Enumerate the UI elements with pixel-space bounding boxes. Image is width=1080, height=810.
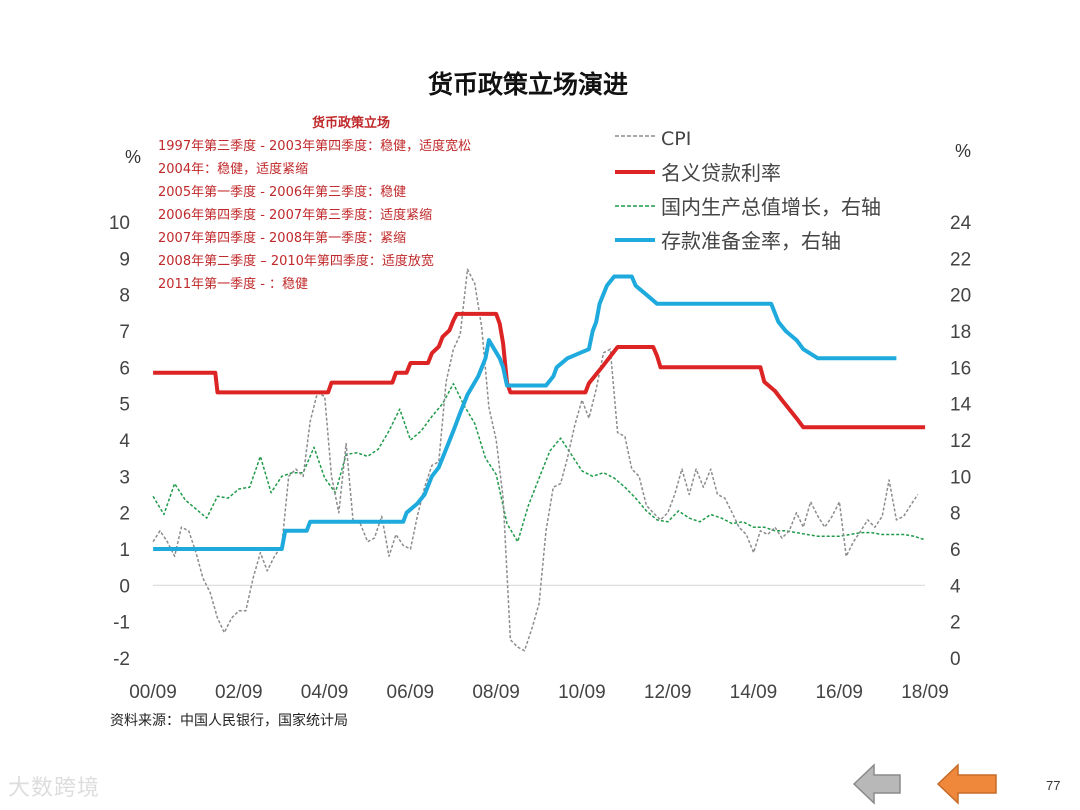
x-tick-label: 16/09 <box>815 682 863 703</box>
legend-label-gdp: 国内生产总值增长，右轴 <box>661 195 881 219</box>
source-note: 资料来源：中国人民银行，国家统计局 <box>110 712 348 729</box>
x-tick-label: 00/09 <box>129 682 177 703</box>
left-tick-label: 6 <box>119 358 130 379</box>
left-tick-label: 2 <box>119 504 130 525</box>
right-axis-unit: % <box>955 141 971 161</box>
x-tick-label: 14/09 <box>730 682 778 703</box>
right-tick-label: 0 <box>950 649 961 670</box>
right-tick-label: 20 <box>950 286 971 307</box>
gdp-growth-line <box>152 382 926 543</box>
next-slide-button[interactable] <box>936 762 998 810</box>
annotation-line: 2008年第二季度 – 2010年第四季度：适度放宽 <box>158 253 434 269</box>
left-tick-label: 4 <box>119 431 130 452</box>
arrow-left-orange-icon <box>936 763 997 805</box>
annotation-line: 1997年第三季度 - 2003年第四季度：稳健，适度宽松 <box>158 138 471 154</box>
watermark-logo: 大数跨境 <box>8 776 101 801</box>
x-tick-label: 06/09 <box>387 682 435 703</box>
cpi-line <box>152 268 919 652</box>
x-tick-label: 18/09 <box>901 682 949 703</box>
annotation-line: 2004年：稳健，适度紧缩 <box>158 161 308 177</box>
reserve-ratio-line <box>153 274 897 551</box>
loan-rate-line <box>153 311 926 430</box>
right-tick-label: 24 <box>950 213 972 234</box>
right-tick-label: 4 <box>950 576 961 597</box>
left-tick-label: 8 <box>119 286 130 307</box>
annotation-line: 2011年第一季度 - ：稳健 <box>158 276 308 292</box>
annotation-line: 2005年第一季度 - 2006年第三季度：稳健 <box>158 184 406 200</box>
left-tick-label: 3 <box>119 467 130 488</box>
x-tick-label: 08/09 <box>472 682 520 703</box>
right-tick-label: 18 <box>950 322 971 343</box>
policy-annotation: 货币政策立场 1997年第三季度 - 2003年第四季度：稳健，适度宽松 200… <box>158 115 471 292</box>
x-tick-label: 02/09 <box>215 682 263 703</box>
left-tick-label: 5 <box>119 395 130 416</box>
x-tick-label: 10/09 <box>558 682 606 703</box>
left-tick-label: 9 <box>119 249 130 270</box>
left-tick-label: -1 <box>113 613 130 634</box>
chart-title: 货币政策立场演进 <box>428 70 628 99</box>
right-tick-label: 16 <box>950 358 971 379</box>
annotation-title: 货币政策立场 <box>312 115 390 131</box>
left-tick-label: -2 <box>113 649 130 670</box>
legend-label-rrr: 存款准备金率，右轴 <box>661 229 841 253</box>
x-axis: 00/09 02/09 04/09 06/09 08/09 10/09 12/09 14/09… <box>129 682 949 703</box>
right-tick-label: 14 <box>950 395 972 416</box>
series-lines <box>152 268 926 652</box>
left-axis-unit: % <box>125 147 141 167</box>
left-tick-label: 0 <box>119 576 130 597</box>
chart: 货币政策立场演进 % % 货币政策立场 1997年第三季度 - 2003年第四季… <box>109 70 972 729</box>
x-tick-label: 12/09 <box>644 682 692 703</box>
right-tick-label: 12 <box>950 431 971 452</box>
left-axis: -2 -1 0 1 2 3 4 5 6 7 8 9 10 <box>109 213 131 670</box>
prev-slide-button[interactable] <box>852 762 902 810</box>
legend: CPI 名义贷款利率 国内生产总值增长，右轴 存款准备金率，右轴 <box>615 128 881 253</box>
legend-label-cpi: CPI <box>661 128 691 150</box>
right-tick-label: 6 <box>950 540 961 561</box>
annotation-line: 2006年第四季度 - 2007年第三季度：适度紧缩 <box>158 207 432 223</box>
left-tick-label: 10 <box>109 213 130 234</box>
left-tick-label: 7 <box>119 322 130 343</box>
right-tick-label: 10 <box>950 467 971 488</box>
legend-label-loan-rate: 名义贷款利率 <box>661 161 781 185</box>
annotation-line: 2007年第四季度 - 2008年第一季度：紧缩 <box>158 230 406 246</box>
left-tick-label: 1 <box>119 540 130 561</box>
right-tick-label: 2 <box>950 613 961 634</box>
arrow-left-gray-icon <box>852 763 901 805</box>
right-tick-label: 8 <box>950 504 961 525</box>
right-tick-label: 22 <box>950 249 971 270</box>
x-tick-label: 04/09 <box>301 682 349 703</box>
page-number: 77 <box>1046 778 1061 793</box>
